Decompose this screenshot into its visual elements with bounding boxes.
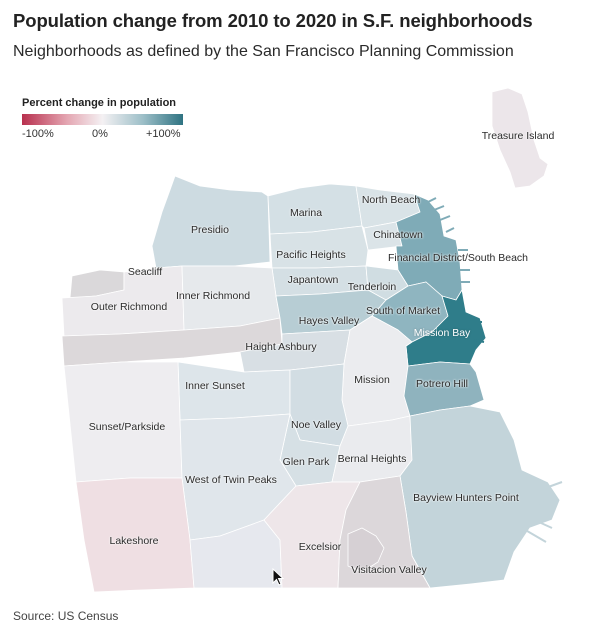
label-lakeshore: Lakeshore [109, 535, 159, 547]
label-hayes-valley: Hayes Valley [298, 315, 360, 327]
color-legend: Percent change in population -100% 0% +1… [22, 97, 187, 142]
region-noe-valley[interactable] [289, 363, 349, 447]
label-mission-bay: Mission Bay [413, 327, 471, 339]
waterfront-piers [427, 197, 470, 283]
label-visitacion-valley: Visitacion Valley [351, 564, 427, 576]
label-south-of-market: South of Market [365, 305, 441, 317]
legend-tick-max: +100% [146, 128, 181, 140]
label-chinatown: Chinatown [373, 229, 423, 241]
label-west-of-twin-peaks: West of Twin Peaks [185, 474, 277, 486]
label-excelsior: Excelsior [298, 541, 342, 553]
label-pacific-heights: Pacific Heights [276, 249, 346, 261]
legend-ticks: -100% 0% +100% [22, 128, 187, 142]
label-sunset-parkside: Sunset/Parkside [88, 421, 166, 433]
legend-tick-min: -100% [22, 128, 54, 140]
page-subtitle: Neighborhoods as defined by the San Fran… [13, 43, 514, 60]
region-treasure-island[interactable] [491, 87, 549, 189]
label-financial-district: Financial District/South Beach [387, 252, 529, 264]
label-glen-park: Glen Park [282, 456, 330, 468]
region-potrero-hill[interactable] [403, 361, 485, 417]
label-outer-richmond: Outer Richmond [90, 301, 168, 313]
page-title: Population change from 2010 to 2020 in S… [13, 10, 533, 31]
legend-tick-mid: 0% [92, 128, 108, 140]
label-treasure-island: Treasure Island [481, 130, 555, 142]
mouse-cursor-icon [272, 568, 285, 586]
label-inner-richmond: Inner Richmond [175, 290, 251, 302]
label-japantown: Japantown [287, 274, 339, 286]
label-tenderloin: Tenderloin [347, 281, 397, 293]
legend-title: Percent change in population [22, 97, 177, 109]
label-noe-valley: Noe Valley [291, 419, 341, 431]
region-mclaren-park [347, 527, 385, 573]
label-mission: Mission [354, 374, 390, 386]
label-marina: Marina [289, 207, 323, 219]
label-presidio: Presidio [191, 224, 229, 236]
region-presidio[interactable] [151, 175, 271, 269]
region-mission[interactable] [341, 315, 413, 427]
source-note: Source: US Census [13, 609, 119, 623]
label-inner-sunset: Inner Sunset [185, 380, 245, 392]
label-bayview-hunters-point: Bayview Hunters Point [413, 492, 519, 504]
label-seacliff: Seacliff [127, 266, 163, 278]
legend-gradient-bar [22, 114, 183, 125]
label-bernal-heights: Bernal Heights [337, 453, 407, 465]
label-haight-ashbury: Haight Ashbury [245, 341, 317, 353]
label-potrero-hill: Potrero Hill [416, 378, 468, 390]
label-north-beach: North Beach [361, 194, 421, 206]
